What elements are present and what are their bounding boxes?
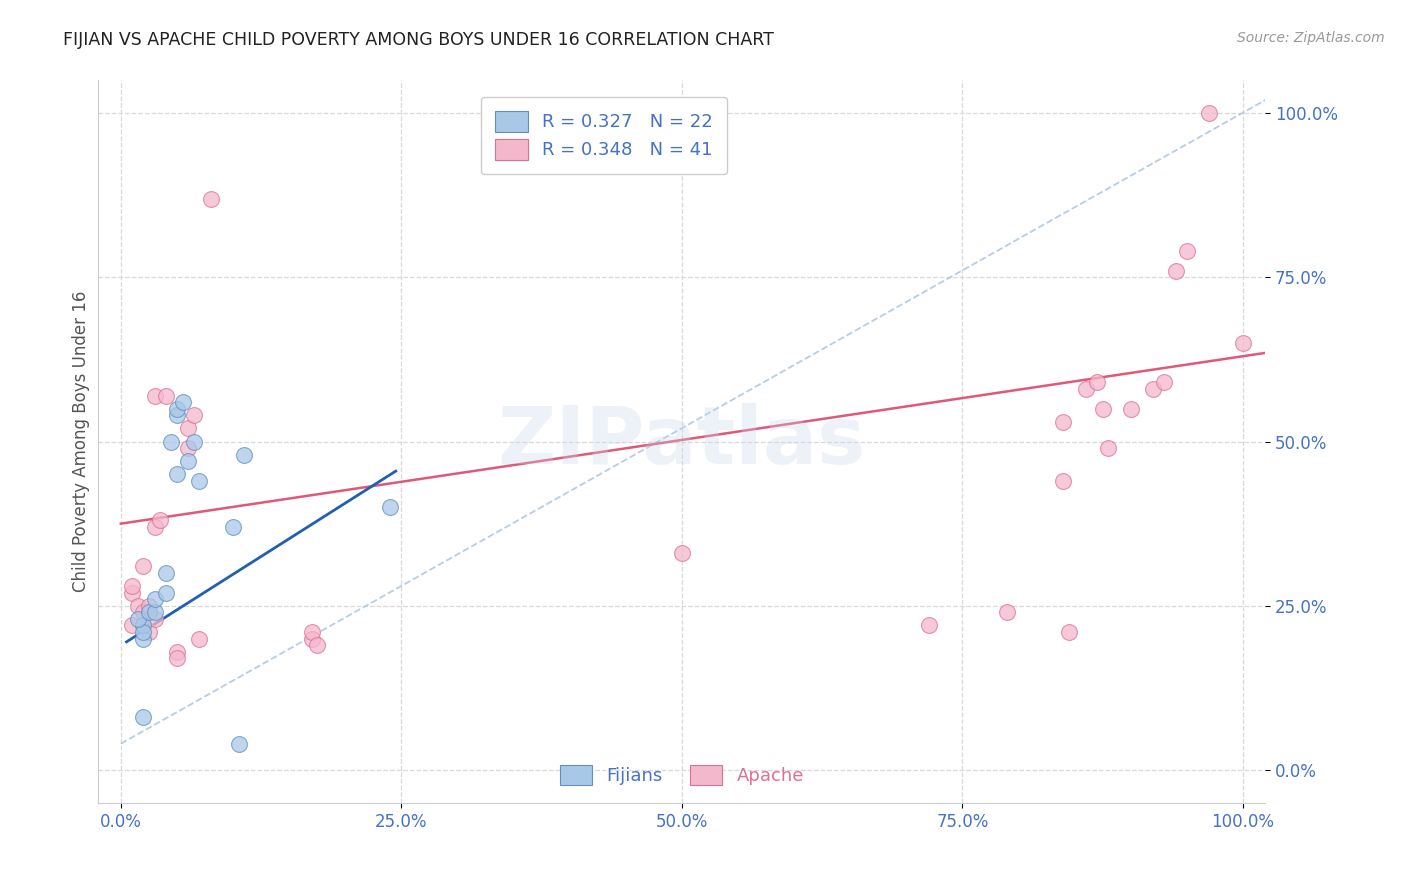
Point xyxy=(222,520,245,534)
Point xyxy=(301,625,323,640)
Point xyxy=(127,599,149,613)
Point xyxy=(1057,625,1080,640)
Point xyxy=(166,467,188,482)
Point xyxy=(378,500,402,515)
Point xyxy=(671,546,693,560)
Point xyxy=(1085,376,1108,390)
Point xyxy=(1175,244,1198,258)
Point xyxy=(307,638,329,652)
Point xyxy=(177,421,200,435)
Point xyxy=(138,625,160,640)
Point xyxy=(228,737,250,751)
Point xyxy=(1119,401,1142,416)
Point xyxy=(183,434,205,449)
Point xyxy=(1153,376,1175,390)
Point xyxy=(132,618,155,632)
Point xyxy=(121,579,143,593)
Point xyxy=(160,434,183,449)
Point xyxy=(1052,415,1074,429)
Legend: Fijians, Apache: Fijians, Apache xyxy=(551,756,813,795)
Point xyxy=(155,388,177,402)
Point xyxy=(1074,382,1097,396)
Point xyxy=(121,618,143,632)
Point xyxy=(149,513,172,527)
Point xyxy=(127,612,149,626)
Point xyxy=(166,401,188,416)
Point xyxy=(1198,106,1220,120)
Point xyxy=(188,632,211,646)
Point xyxy=(132,710,155,724)
Point xyxy=(166,651,188,665)
Text: ZIPatlas: ZIPatlas xyxy=(498,402,866,481)
Point xyxy=(233,448,256,462)
Text: FIJIAN VS APACHE CHILD POVERTY AMONG BOYS UNDER 16 CORRELATION CHART: FIJIAN VS APACHE CHILD POVERTY AMONG BOY… xyxy=(63,31,775,49)
Point xyxy=(1052,474,1074,488)
Point xyxy=(1232,336,1254,351)
Point xyxy=(1164,264,1187,278)
Point xyxy=(132,605,155,619)
Point xyxy=(200,192,222,206)
Point xyxy=(143,612,166,626)
Point xyxy=(1097,441,1119,455)
Point xyxy=(166,409,188,423)
Point xyxy=(1142,382,1164,396)
Point xyxy=(132,618,155,632)
Point xyxy=(132,625,155,640)
Point xyxy=(172,395,194,409)
Point xyxy=(138,605,160,619)
Point xyxy=(143,388,166,402)
Point xyxy=(121,585,143,599)
Point xyxy=(143,520,166,534)
Point xyxy=(918,618,941,632)
Point xyxy=(143,592,166,607)
Point xyxy=(155,585,177,599)
Point xyxy=(995,605,1018,619)
Point xyxy=(301,632,323,646)
Point xyxy=(183,409,205,423)
Point xyxy=(1091,401,1114,416)
Point xyxy=(155,566,177,580)
Text: Source: ZipAtlas.com: Source: ZipAtlas.com xyxy=(1237,31,1385,45)
Point xyxy=(177,454,200,468)
Point xyxy=(132,632,155,646)
Point xyxy=(188,474,211,488)
Y-axis label: Child Poverty Among Boys Under 16: Child Poverty Among Boys Under 16 xyxy=(72,291,90,592)
Point xyxy=(177,441,200,455)
Point xyxy=(143,605,166,619)
Point xyxy=(166,645,188,659)
Point xyxy=(132,559,155,574)
Point xyxy=(138,599,160,613)
